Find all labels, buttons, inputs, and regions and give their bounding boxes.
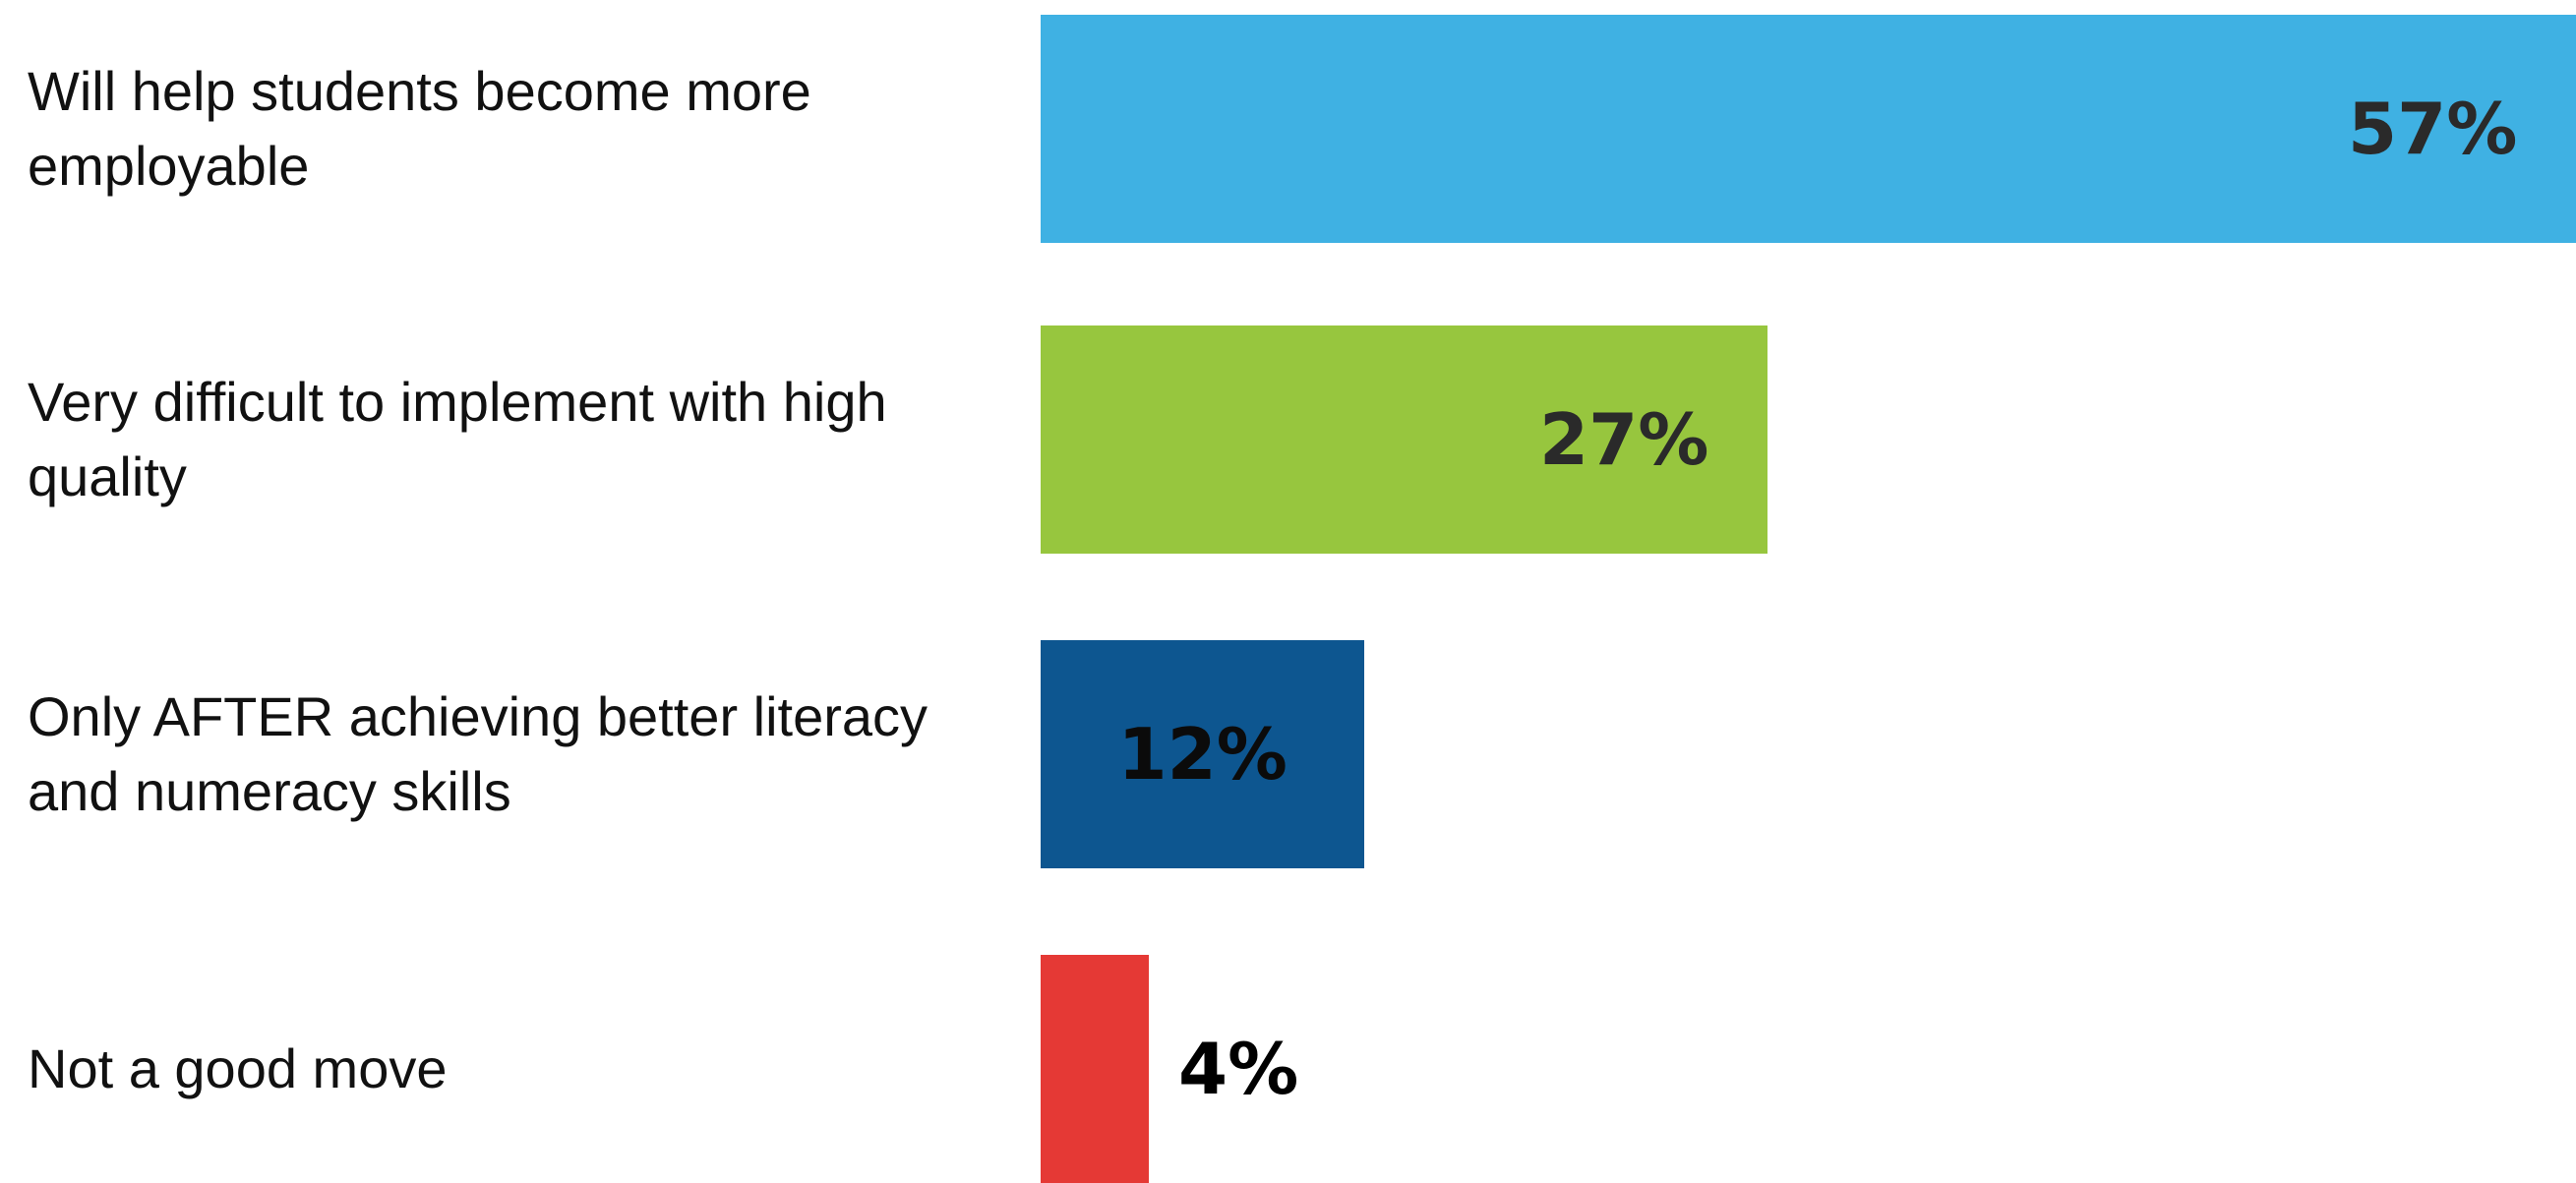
category-label: Only AFTER achieving better literacy and… bbox=[28, 685, 929, 822]
category-label: Not a good move bbox=[28, 1037, 448, 1099]
data-label: 57% bbox=[2348, 88, 2518, 170]
data-label: 4% bbox=[1178, 1028, 1299, 1110]
bar bbox=[1041, 640, 1364, 868]
data-label: 27% bbox=[1539, 398, 1709, 481]
bar bbox=[1041, 955, 1149, 1183]
category-label: Very difficult to implement with high qu… bbox=[28, 371, 887, 507]
bar bbox=[1041, 325, 1767, 554]
category-label: Will help students become more employabl… bbox=[28, 60, 811, 197]
data-label: 12% bbox=[1117, 713, 1288, 796]
bar bbox=[1041, 15, 2576, 243]
